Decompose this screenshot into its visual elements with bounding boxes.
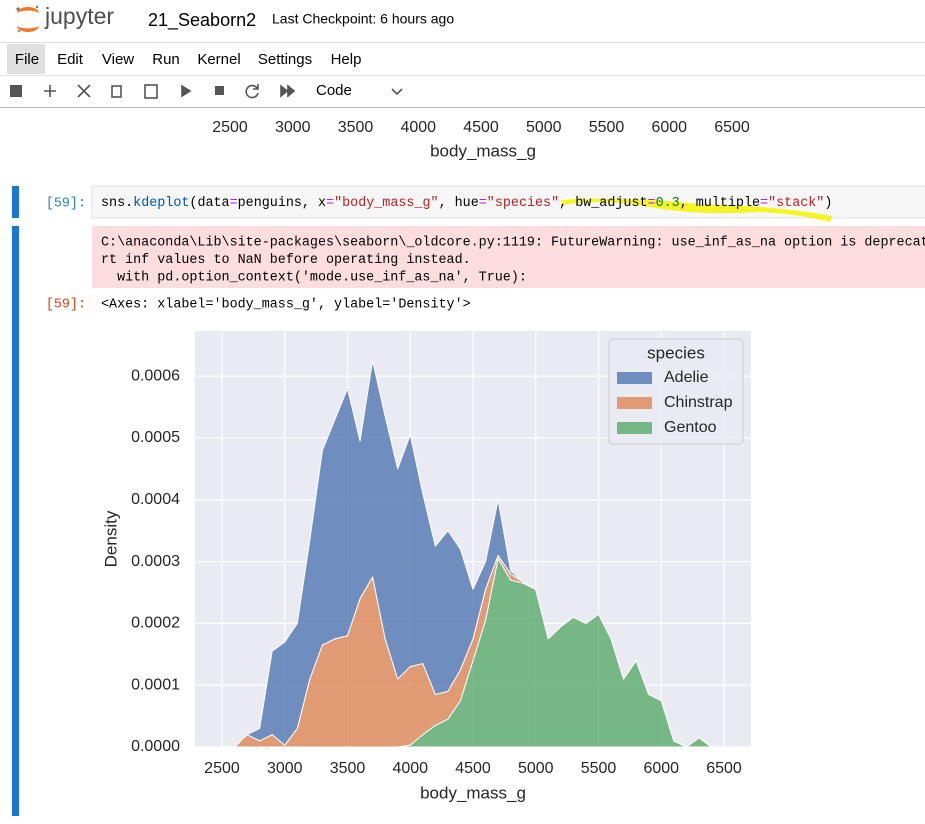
y-tick-label: 0.0001 bbox=[131, 676, 180, 693]
x-tick-label: 6500 bbox=[706, 760, 742, 777]
x-tick-label: 4500 bbox=[455, 760, 491, 777]
menu-item[interactable]: Edit bbox=[57, 51, 84, 68]
code-token: = bbox=[648, 196, 656, 211]
run-all-icon[interactable] bbox=[280, 84, 296, 98]
previous-tick-label: 6000 bbox=[651, 119, 687, 136]
restart-icon[interactable] bbox=[245, 84, 259, 99]
code-token: , hue bbox=[439, 196, 479, 211]
run-icon[interactable] bbox=[181, 84, 192, 98]
copy-icon[interactable] bbox=[111, 85, 122, 98]
checkpoint: Last Checkpoint: 6 hours ago bbox=[272, 11, 454, 27]
legend-title: species bbox=[647, 343, 705, 362]
chart: 2500 3000 3500 4000 4500 5000 5500 6000 6500 0.00… bbox=[101, 331, 751, 802]
previous-tick-label: 3500 bbox=[338, 119, 374, 136]
x-tick-label: 6000 bbox=[643, 760, 679, 777]
output-prompt: [59]: bbox=[46, 298, 86, 313]
output-text: <Axes: xlabel='body_mass_g', ylabel='Den… bbox=[101, 298, 471, 313]
paste-icon[interactable] bbox=[144, 84, 158, 99]
code-token: sns. bbox=[101, 196, 133, 211]
density-area bbox=[234, 360, 712, 748]
x-tick-label: 2500 bbox=[204, 760, 240, 777]
input-prompt: [59]: bbox=[46, 197, 86, 212]
notebook-content: sns.kdeplot(data=penguins, x="body_mass_… bbox=[12, 95, 925, 816]
cell-active-bar bbox=[12, 186, 19, 218]
menu-active bbox=[7, 44, 45, 74]
legend-label: Gentoo bbox=[664, 419, 717, 436]
app-chrome: jupyter 21_Seaborn2 Last Checkpoint: 6 h… bbox=[0, 0, 925, 108]
logo-text: jupyter bbox=[44, 3, 114, 29]
previous-tick-label: 5500 bbox=[589, 119, 625, 136]
menu-item[interactable]: View bbox=[102, 51, 134, 68]
menu-item[interactable]: Run bbox=[152, 51, 180, 68]
y-tick-label: 0.0004 bbox=[131, 491, 180, 508]
y-axis-label: Density bbox=[101, 510, 120, 567]
code-token: "body_mass_g" bbox=[334, 196, 438, 211]
output-active-bar bbox=[12, 226, 19, 816]
menu-bar: File Edit View Run Kernel Settings Help bbox=[15, 51, 362, 68]
legend-swatch bbox=[617, 397, 652, 409]
previous-tick-label: 6500 bbox=[714, 119, 750, 136]
legend-swatch bbox=[617, 422, 652, 434]
stderr-box bbox=[92, 226, 925, 288]
code-token: "species" bbox=[487, 196, 559, 211]
x-tick-label: 5500 bbox=[581, 760, 617, 777]
previous-xlabel: body_mass_g bbox=[430, 141, 536, 160]
previous-tick-label: 4000 bbox=[400, 119, 436, 136]
y-tick-label: 0.0000 bbox=[131, 738, 180, 755]
code-token: = bbox=[326, 196, 334, 211]
code-token: = bbox=[230, 196, 238, 211]
cut-icon[interactable] bbox=[77, 84, 91, 98]
y-tick-label: 0.0006 bbox=[131, 367, 180, 384]
x-tick-label: 3500 bbox=[330, 760, 366, 777]
x-axis-label: body_mass_g bbox=[420, 783, 526, 802]
code-token: "stack" bbox=[768, 196, 824, 211]
code-token: (data bbox=[189, 196, 229, 211]
previous-tick-label: 2500 bbox=[212, 119, 248, 136]
legend-box bbox=[608, 338, 744, 445]
previous-tick-label: 5000 bbox=[526, 119, 562, 136]
add-icon[interactable] bbox=[44, 85, 56, 97]
toolbar-icons bbox=[10, 84, 403, 99]
stderr-line: C:\anaconda\Lib\site-packages\seaborn\_o… bbox=[101, 236, 925, 251]
previous-tick-label: 3000 bbox=[275, 119, 311, 136]
y-tick-label: 0.0003 bbox=[131, 553, 180, 570]
menu-item[interactable]: Help bbox=[331, 51, 362, 68]
legend-label: Chinstrap bbox=[664, 394, 733, 411]
legend-swatch bbox=[617, 372, 652, 384]
cell-type[interactable]: Code bbox=[316, 82, 352, 99]
code-token: 0.3 bbox=[656, 196, 680, 211]
code-token: kdeplot bbox=[133, 196, 189, 211]
stderr-line: with pd.option_context('mode.use_inf_as_… bbox=[101, 271, 527, 286]
dropdown-icon[interactable] bbox=[391, 88, 403, 96]
save-icon[interactable] bbox=[10, 85, 22, 97]
stop-icon[interactable] bbox=[215, 86, 224, 95]
menu-item[interactable]: Kernel bbox=[197, 51, 240, 68]
highlight-scribble bbox=[562, 198, 832, 222]
x-tick-label: 3000 bbox=[267, 760, 303, 777]
x-tick-label: 5000 bbox=[518, 760, 554, 777]
code-token: = bbox=[760, 196, 768, 211]
previous-tick-label: 4500 bbox=[463, 119, 499, 136]
code-token: , bw_adjust bbox=[559, 196, 647, 211]
top-bar bbox=[0, 0, 925, 107]
code-token: penguins, x bbox=[238, 196, 326, 211]
stderr-line: rt inf values to NaN before operating in… bbox=[101, 253, 471, 268]
x-tick-label: 4000 bbox=[392, 760, 428, 777]
menu-item[interactable]: File bbox=[15, 51, 39, 68]
legend-label: Adelie bbox=[664, 369, 709, 386]
code-token: = bbox=[479, 196, 487, 211]
code-token: , multiple bbox=[680, 196, 760, 211]
jupyter-logo bbox=[16, 5, 39, 33]
notebook-name[interactable]: 21_Seaborn2 bbox=[148, 10, 256, 31]
y-tick-label: 0.0002 bbox=[131, 615, 180, 632]
menu-item[interactable]: Settings bbox=[258, 51, 312, 68]
code-text: sns.kdeplot(data=penguins, x="body_mass_… bbox=[101, 196, 832, 211]
code-token: ) bbox=[824, 196, 832, 211]
y-tick-label: 0.0005 bbox=[131, 429, 180, 446]
